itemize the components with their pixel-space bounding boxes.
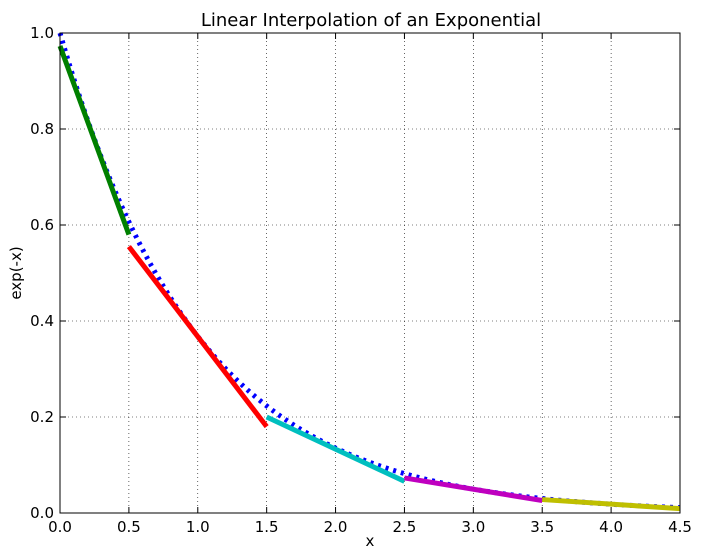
y-tick-label: 0.6 — [30, 216, 54, 234]
x-tick-label: 0.5 — [117, 518, 141, 536]
reference-curve — [57, 32, 681, 511]
chart-title: Linear Interpolation of an Exponential — [201, 10, 541, 31]
x-tick-label: 4.5 — [668, 518, 692, 536]
x-tick-label: 3.5 — [530, 518, 554, 536]
x-tick-label: 3.0 — [461, 518, 485, 536]
x-tick-label: 1.5 — [255, 518, 279, 536]
y-axis-label: exp(-x) — [7, 246, 25, 299]
y-tick-label: 0.4 — [30, 312, 54, 330]
x-tick-label: 2.5 — [393, 518, 417, 536]
series-line-5 — [542, 497, 681, 512]
x-axis-label: x — [366, 532, 375, 550]
y-tick-label: 1.0 — [30, 24, 54, 42]
y-tick-label: 0.2 — [30, 408, 54, 426]
series-line-3 — [265, 414, 406, 484]
x-tick-label: 4.0 — [599, 518, 623, 536]
y-tick-label: 0.0 — [30, 504, 54, 522]
plot-frame — [59, 32, 681, 514]
series-line-2 — [126, 245, 269, 429]
y-tick-label: 0.8 — [30, 120, 54, 138]
x-tick-label: 0.0 — [48, 518, 72, 536]
series-line-4 — [404, 475, 543, 503]
reference-curve-group — [57, 32, 681, 511]
x-tick-label: 1.0 — [186, 518, 210, 536]
series-line-1 — [57, 45, 132, 236]
x-tick-label: 2.0 — [324, 518, 348, 536]
series-group — [57, 45, 681, 512]
ticks: 0.0 0.5 1.0 1.5 2.0 2.5 3.0 3.5 4.0 4.5 0.0 0.2 0.4 0… — [30, 24, 692, 536]
